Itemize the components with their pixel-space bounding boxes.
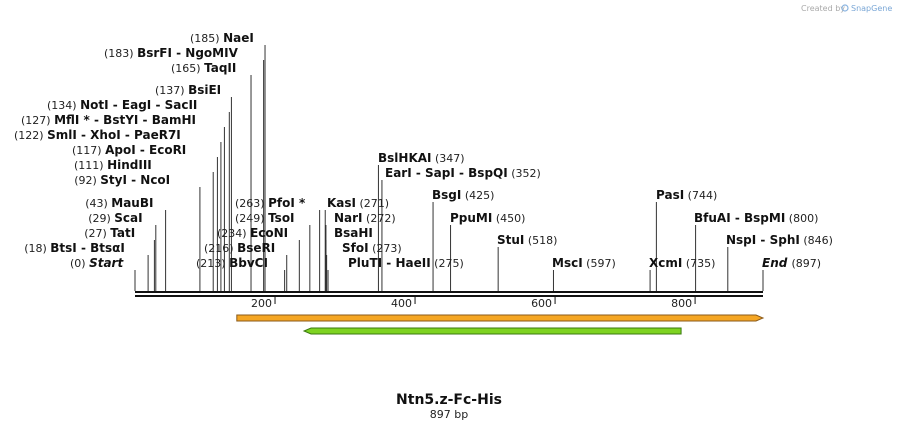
svg-text:400: 400 — [391, 297, 412, 310]
svg-text:800: 800 — [671, 297, 692, 310]
site-label-tsoi[interactable]: (249) TsoI — [235, 211, 295, 225]
site-label-btsi[interactable]: (18) BtsI - BtsαI — [24, 241, 125, 255]
site-label-hindiii[interactable]: (111) HindIII — [74, 158, 152, 172]
site-label-xcmi[interactable]: XcmI (735) — [649, 256, 715, 270]
site-label-scai[interactable]: (29) ScaI — [88, 211, 142, 225]
site-label-pasi[interactable]: PasI (744) — [656, 188, 717, 202]
site-label-bfuai[interactable]: BfuAI - BspMI (800) — [694, 211, 818, 225]
site-label-econi[interactable]: (234) EcoNI — [217, 226, 288, 240]
ruler-tick: 200 — [251, 296, 276, 310]
site-label-smli[interactable]: (122) SmlI - XhoI - PaeR7I — [14, 128, 181, 142]
site-label-bslhkai[interactable]: BslHKAI (347) — [378, 151, 465, 165]
site-label-end[interactable]: End (897) — [762, 256, 821, 270]
sequence-length: 897 bp — [430, 408, 468, 421]
site-label-apoi[interactable]: (117) ApoI - EcoRI — [72, 143, 186, 157]
green-feature-arrow[interactable] — [302, 327, 682, 335]
site-label-taqii[interactable]: (165) TaqII — [171, 61, 236, 75]
feature-arrows — [236, 314, 765, 335]
site-label-bseri[interactable]: (216) BseRI — [204, 241, 275, 255]
ruler-axis: 200 400 600 800 — [251, 296, 696, 310]
site-label-noti[interactable]: (134) NotI - EagI - SacII — [47, 98, 197, 112]
site-connectors — [134, 45, 764, 291]
site-label-nari[interactable]: NarI (272) — [334, 211, 396, 225]
site-label-mfli[interactable]: (127) MflI * - BstYI - BamHI — [21, 113, 196, 127]
svg-text:200: 200 — [251, 297, 272, 310]
created-by-text: Created by — [801, 4, 845, 13]
ruler-tick: 400 — [391, 296, 416, 310]
brand-name-text: SnapGene — [851, 4, 892, 13]
site-label-ppumi[interactable]: PpuMI (450) — [450, 211, 525, 225]
site-label-bsgi[interactable]: BsgI (425) — [432, 188, 494, 202]
site-labels: (0) Start(18) BtsI - BtsαI(27) TatI(29) … — [14, 31, 833, 270]
site-label-nspi[interactable]: NspI - SphI (846) — [726, 233, 833, 247]
site-label-sfoi[interactable]: SfoI (273) — [342, 241, 402, 255]
site-label-maubi[interactable]: (43) MauBI — [85, 196, 153, 210]
site-label-bbvci[interactable]: (213) BbvCI — [196, 256, 268, 270]
site-label-naei[interactable]: (185) NaeI — [190, 31, 254, 45]
site-label-pluti[interactable]: PluTI - HaeII (275) — [348, 256, 464, 270]
site-label-bsrfi[interactable]: (183) BsrFI - NgoMIV — [104, 46, 239, 60]
site-label-tati[interactable]: (27) TatI — [84, 226, 135, 240]
ruler-tick: 600 — [531, 296, 556, 310]
site-label-bsiei[interactable]: (137) BsiEI — [155, 83, 221, 97]
site-label-msci[interactable]: MscI (597) — [552, 256, 616, 270]
svg-text:600: 600 — [531, 297, 552, 310]
site-label-bsahi[interactable]: BsaHI — [334, 226, 373, 240]
sequence-backbone — [135, 291, 763, 297]
orange-feature-arrow[interactable] — [236, 314, 765, 322]
site-label-stui[interactable]: StuI (518) — [497, 233, 557, 247]
sequence-name: Ntn5.z-Fc-His — [396, 392, 502, 408]
snapgene-logo-icon — [841, 4, 849, 12]
site-label-start[interactable]: (0) Start — [70, 256, 124, 270]
site-label-eari[interactable]: EarI - SapI - BspQI (352) — [385, 166, 541, 180]
snapgene-branding: Created by SnapGene — [801, 4, 892, 13]
site-label-styi[interactable]: (92) StyI - NcoI — [74, 173, 170, 187]
site-label-kasi[interactable]: KasI (271) — [327, 196, 389, 210]
site-label-pfoi[interactable]: (263) PfoI * — [235, 196, 306, 210]
ruler-tick: 800 — [671, 296, 696, 310]
